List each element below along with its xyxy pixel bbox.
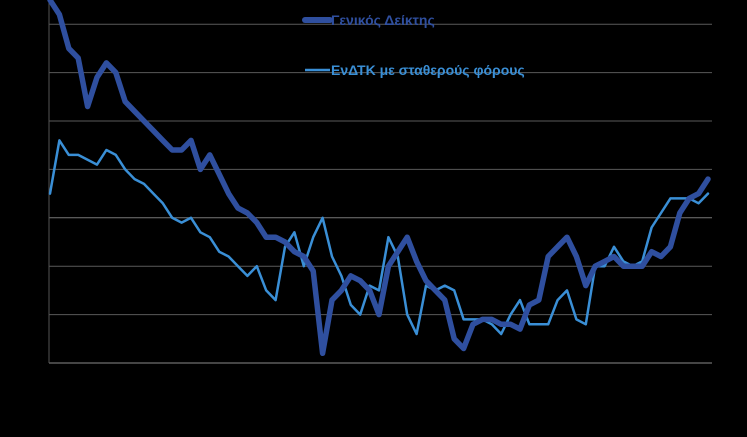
gridlines — [49, 23, 712, 364]
series-line-1 — [47, 0, 711, 357]
legend: Γενικός Δείκτης ΕνΔΤΚ με σταθερούς φόρου… — [302, 12, 525, 78]
legend-label-series-1: Γενικός Δείκτης — [331, 12, 435, 28]
legend-label-series-2: ΕνΔΤΚ με σταθερούς φόρους — [331, 62, 525, 78]
series-layer — [47, 0, 711, 357]
